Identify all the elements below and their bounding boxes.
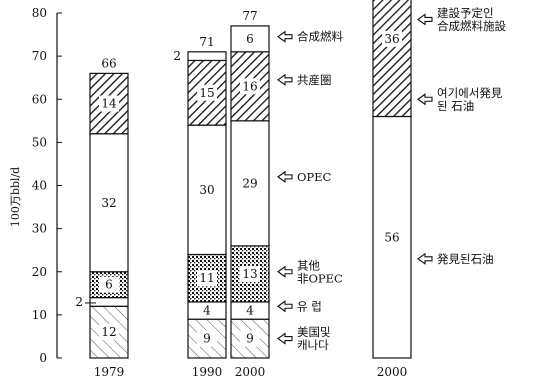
segment-value-label: 12 xyxy=(101,325,116,339)
segment-value-label: 14 xyxy=(101,97,117,111)
segment-value-label: 30 xyxy=(199,183,214,197)
annotation-arrow-icon xyxy=(417,252,433,265)
bar-total-label: 77 xyxy=(242,9,257,23)
bar-segment xyxy=(89,271,129,299)
segment-label-bg xyxy=(240,78,260,95)
annotation-arrow-icon xyxy=(277,73,293,86)
segment-label-bg xyxy=(240,265,260,282)
segment-value-label: 6 xyxy=(105,278,113,292)
annotation-arrow-icon xyxy=(417,13,433,26)
y-tick-label: 70 xyxy=(32,49,47,63)
segment-label-bg xyxy=(197,270,217,287)
segment-value-label: 11 xyxy=(199,271,214,285)
segment-value-label: 6 xyxy=(246,32,254,46)
segment-value-label: 2 xyxy=(75,295,83,309)
bar-segment xyxy=(230,25,270,53)
annotation-arrow-icon xyxy=(277,332,293,345)
category-annotation-label: 된 石油 xyxy=(437,99,474,113)
segment-value-label: 29 xyxy=(242,176,257,190)
segment-value-label: 9 xyxy=(203,332,211,346)
y-axis: 0 10 20 30 40 50 60 70 80 xyxy=(32,6,62,365)
y-tick-label: 30 xyxy=(32,222,47,236)
x-axis-labels: 1979 1990 2000 2000 xyxy=(94,365,408,379)
y-tick-label: 10 xyxy=(32,308,47,322)
category-annotation-label: 建設予定인 xyxy=(437,6,494,20)
segment-value-label: 4 xyxy=(246,304,254,318)
segment-value-label: 13 xyxy=(242,267,257,281)
x-category-label: 2000 xyxy=(235,365,266,379)
segment-value-label: 15 xyxy=(199,86,214,100)
bar-segment xyxy=(187,51,227,62)
segment-value-label: 32 xyxy=(101,196,116,210)
segment-label-bg xyxy=(382,30,402,47)
annotation-arrow-icon xyxy=(417,93,433,106)
segment-value-label: 4 xyxy=(203,304,211,318)
segment-label-bg xyxy=(99,95,119,112)
segment-label-bg xyxy=(197,84,217,101)
category-annotation-label: 共産圏 xyxy=(297,73,332,87)
y-tick-label: 20 xyxy=(32,265,47,279)
category-annotation-label: 캐나다 xyxy=(297,338,329,352)
category-annotation-label: 其他 xyxy=(297,258,320,272)
y-tick-label: 50 xyxy=(32,135,47,149)
bar-total-label: 66 xyxy=(101,56,116,70)
segment-value-label: 56 xyxy=(384,230,399,244)
segment-label-bg xyxy=(197,330,217,347)
segment-value-label: 16 xyxy=(242,79,257,93)
bar-segment xyxy=(89,133,129,273)
segment-label-bg xyxy=(240,330,260,347)
y-tick-label: 80 xyxy=(32,6,47,20)
bars: 1226321494113015294132916656368 xyxy=(75,0,412,359)
segment-value-label: 2 xyxy=(173,49,181,63)
category-annotation-label: 合成燃料施設 xyxy=(437,19,506,33)
segment-value-label: 36 xyxy=(384,32,399,46)
category-annotation-label: 美国및 xyxy=(297,325,331,339)
annotation-arrow-icon xyxy=(277,300,293,313)
bar-total-label: 71 xyxy=(199,35,214,49)
category-annotation-label: 여기에서発見 xyxy=(437,86,503,100)
y-tick-label: 60 xyxy=(32,92,47,106)
category-annotation-label: 発見된石油 xyxy=(437,252,494,266)
bar-segment xyxy=(372,115,412,359)
annotation-arrow-icon xyxy=(277,30,293,43)
x-category-label: 1979 xyxy=(94,365,125,379)
y-tick-label: 0 xyxy=(39,351,47,365)
bar-segment xyxy=(230,120,270,247)
segment-value-label: 9 xyxy=(246,332,254,346)
total-labels: 66717777 xyxy=(101,9,257,70)
category-annotation-label: 非OPEC xyxy=(297,271,343,285)
y-tick-label: 40 xyxy=(32,179,47,193)
annotation-arrow-icon xyxy=(277,170,293,183)
x-category-label: 1990 xyxy=(192,365,223,379)
bar-segment xyxy=(89,297,129,307)
y-axis-label: 100万bbl/d xyxy=(9,167,22,227)
category-annotation-label: 合成燃料 xyxy=(297,30,343,44)
annotation-arrow-icon xyxy=(277,265,293,278)
category-annotation-label: 유 럽 xyxy=(297,299,322,313)
segment-label-bg xyxy=(99,276,119,293)
category-annotation-label: OPEC xyxy=(297,170,332,184)
segment-label-bg xyxy=(99,324,119,341)
x-category-label: 2000 xyxy=(377,365,408,379)
bar-segment xyxy=(372,0,412,118)
